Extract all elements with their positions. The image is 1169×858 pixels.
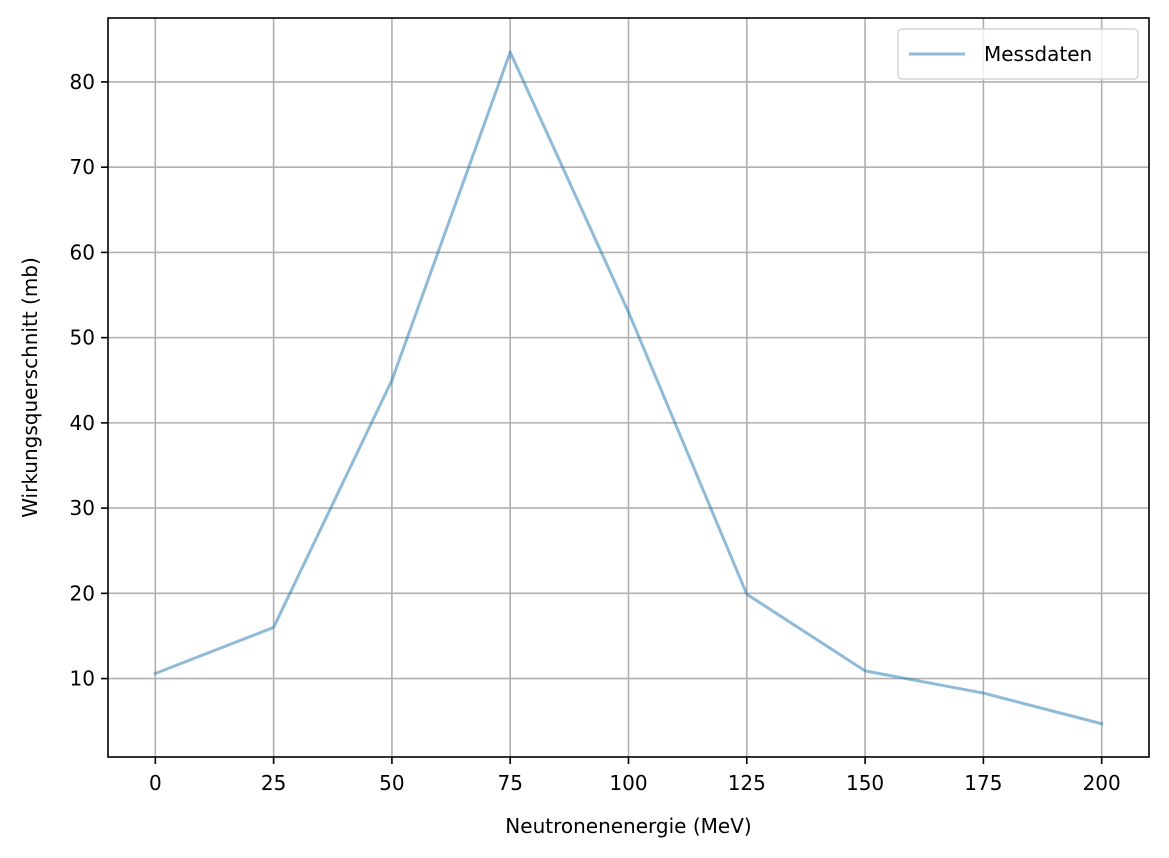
series-line-messdaten <box>153 50 1104 726</box>
y-tick-label: 80 <box>70 70 95 94</box>
x-tick-label: 175 <box>964 771 1002 795</box>
x-axis-ticks: 0 25 50 75 100 125 150 175 200 <box>149 757 1121 795</box>
x-tick-label: 0 <box>149 771 162 795</box>
legend: Messdaten <box>897 28 1139 80</box>
x-tick-label: 150 <box>846 771 884 795</box>
x-tick-label: 200 <box>1083 771 1121 795</box>
y-axis-ticks: 10 20 30 40 50 60 70 80 <box>70 70 108 691</box>
legend-box <box>897 28 1139 80</box>
x-tick-label: 100 <box>609 771 647 795</box>
grid-lines <box>108 18 1149 757</box>
y-tick-label: 60 <box>70 240 95 264</box>
y-tick-label: 50 <box>70 326 95 350</box>
x-tick-label: 75 <box>497 771 522 795</box>
x-axis-label: Neutronenenergie (MeV) <box>505 814 751 838</box>
y-axis-label: Wirkungsquerschnitt (mb) <box>18 257 42 518</box>
x-tick-label: 25 <box>261 771 286 795</box>
x-tick-label: 125 <box>728 771 766 795</box>
y-tick-label: 30 <box>70 496 95 520</box>
y-tick-label: 40 <box>70 411 95 435</box>
series-layer <box>153 50 1104 726</box>
y-tick-label: 20 <box>70 581 95 605</box>
y-tick-label: 70 <box>70 155 95 179</box>
x-tick-label: 50 <box>379 771 404 795</box>
y-tick-label: 10 <box>70 667 95 691</box>
legend-label-messdaten: Messdaten <box>984 42 1092 66</box>
